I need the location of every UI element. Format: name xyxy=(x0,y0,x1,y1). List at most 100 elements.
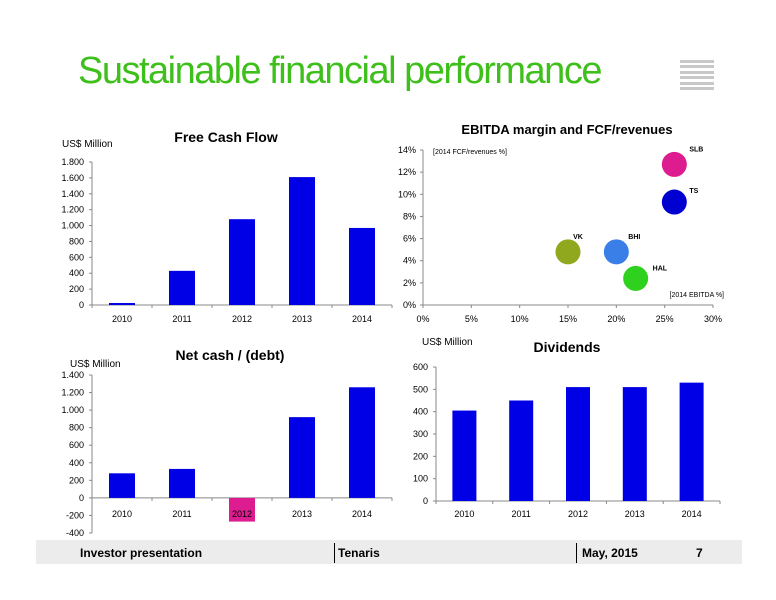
bar-2011 xyxy=(169,270,195,305)
y-tick-label: 200 xyxy=(69,475,84,485)
bar-2010 xyxy=(109,473,135,498)
y-tick-label: 600 xyxy=(413,362,428,372)
x-tick-label: 2014 xyxy=(352,314,372,324)
footer-date: May, 2015 xyxy=(582,546,638,560)
x-tick-label: 20% xyxy=(607,314,625,324)
footer-divider xyxy=(334,543,335,563)
bar-2010 xyxy=(452,410,477,501)
footer-divider xyxy=(576,543,577,563)
y-axis-unit-label: US$ Million xyxy=(62,139,113,150)
y-tick-label: 1.600 xyxy=(61,173,84,183)
point-label-vk: VK xyxy=(573,234,583,241)
y-tick-label: 1.400 xyxy=(61,189,84,199)
x-tick-label: 15% xyxy=(559,314,577,324)
y-tick-label: 400 xyxy=(69,458,84,468)
x-tick-label: 2011 xyxy=(512,509,531,519)
point-slb xyxy=(661,151,687,177)
y-tick-label: 6% xyxy=(403,234,416,244)
point-label-hal: HAL xyxy=(653,265,668,272)
point-ts xyxy=(661,189,687,215)
bar-2013 xyxy=(622,387,647,501)
y-tick-label: 400 xyxy=(413,407,428,417)
y-tick-label: 200 xyxy=(69,284,84,294)
footer-left-text: Investor presentation xyxy=(80,546,203,560)
chart-title: Free Cash Flow xyxy=(174,129,278,145)
bar-2013 xyxy=(289,177,315,305)
slide-title: Sustainable financial performance xyxy=(78,50,602,92)
x-tick-label: 2013 xyxy=(625,509,645,519)
y-tick-label: -200 xyxy=(66,510,84,520)
x-tick-label: 2011 xyxy=(172,509,191,519)
y-tick-label: 600 xyxy=(69,252,84,262)
x-tick-label: 2013 xyxy=(292,509,312,519)
y-tick-label: 500 xyxy=(413,384,428,394)
bar-2012 xyxy=(229,219,255,305)
point-vk xyxy=(555,239,581,265)
x-tick-label: 5% xyxy=(465,314,478,324)
y-tick-label: 2% xyxy=(403,278,416,288)
bar-2011 xyxy=(169,468,195,498)
bar-2012 xyxy=(229,497,255,522)
x-tick-label: 30% xyxy=(704,314,722,324)
y-tick-label: 300 xyxy=(413,429,428,439)
footer-bar: Investor presentation Tenaris May, 2015 … xyxy=(36,540,742,564)
x-tick-label: 25% xyxy=(656,314,674,324)
x-tick-label: 2011 xyxy=(172,314,191,324)
bar-2014 xyxy=(349,227,375,305)
y-tick-label: 4% xyxy=(403,256,416,266)
y-axis-unit-label: US$ Million xyxy=(70,359,121,370)
footer-company: Tenaris xyxy=(338,546,380,560)
point-label-ts: TS xyxy=(689,188,698,195)
y-tick-label: 600 xyxy=(69,440,84,450)
y-tick-label: 1.200 xyxy=(61,205,84,215)
x-tick-label: 10% xyxy=(511,314,529,324)
bar-2011 xyxy=(509,400,534,501)
y-tick-label: 1.000 xyxy=(61,405,84,415)
y-tick-label: -400 xyxy=(66,528,84,538)
y-tick-label: 100 xyxy=(413,474,428,484)
y-axis-label: [2014 FCF/revenues %] xyxy=(433,149,507,156)
x-tick-label: 2010 xyxy=(112,509,132,519)
point-label-slb: SLB xyxy=(689,146,703,153)
chart-title: Dividends xyxy=(534,339,601,355)
x-tick-label: 2014 xyxy=(352,509,372,519)
y-axis-unit-label: US$ Million xyxy=(422,337,473,348)
x-tick-label: 2010 xyxy=(112,314,132,324)
chart-title: Net cash / (debt) xyxy=(176,347,285,363)
x-tick-label: 2013 xyxy=(292,314,312,324)
x-tick-label: 2010 xyxy=(454,509,474,519)
y-tick-label: 400 xyxy=(69,268,84,278)
y-tick-label: 1.000 xyxy=(61,221,84,231)
x-tick-label: 0% xyxy=(416,314,429,324)
y-tick-label: 200 xyxy=(413,451,428,461)
x-axis-label: [2014 EBITDA %] xyxy=(670,292,725,299)
y-tick-label: 0 xyxy=(79,493,84,503)
company-logo xyxy=(680,60,714,90)
y-tick-label: 14% xyxy=(398,145,416,155)
y-tick-label: 12% xyxy=(398,167,416,177)
y-tick-label: 1.400 xyxy=(61,370,84,380)
bar-2013 xyxy=(289,417,315,498)
y-tick-label: 800 xyxy=(69,236,84,246)
point-bhi xyxy=(603,239,629,265)
y-tick-label: 10% xyxy=(398,189,416,199)
bar-2014 xyxy=(349,387,375,498)
page-number: 7 xyxy=(696,546,703,560)
chart-title: EBITDA margin and FCF/revenues xyxy=(461,122,672,137)
bar-2010 xyxy=(109,303,135,305)
y-tick-label: 0 xyxy=(423,496,428,506)
y-tick-label: 0% xyxy=(403,300,416,310)
bar-2012 xyxy=(566,387,590,501)
point-label-bhi: BHI xyxy=(628,234,640,241)
y-tick-label: 1.800 xyxy=(61,157,84,167)
x-tick-label: 2012 xyxy=(232,509,252,519)
bar-2014 xyxy=(679,382,704,501)
y-tick-label: 800 xyxy=(69,423,84,433)
x-tick-label: 2014 xyxy=(682,509,702,519)
x-tick-label: 2012 xyxy=(568,509,588,519)
x-tick-label: 2012 xyxy=(232,314,252,324)
point-hal xyxy=(623,265,649,291)
y-tick-label: 1.200 xyxy=(61,388,84,398)
y-tick-label: 8% xyxy=(403,211,416,221)
